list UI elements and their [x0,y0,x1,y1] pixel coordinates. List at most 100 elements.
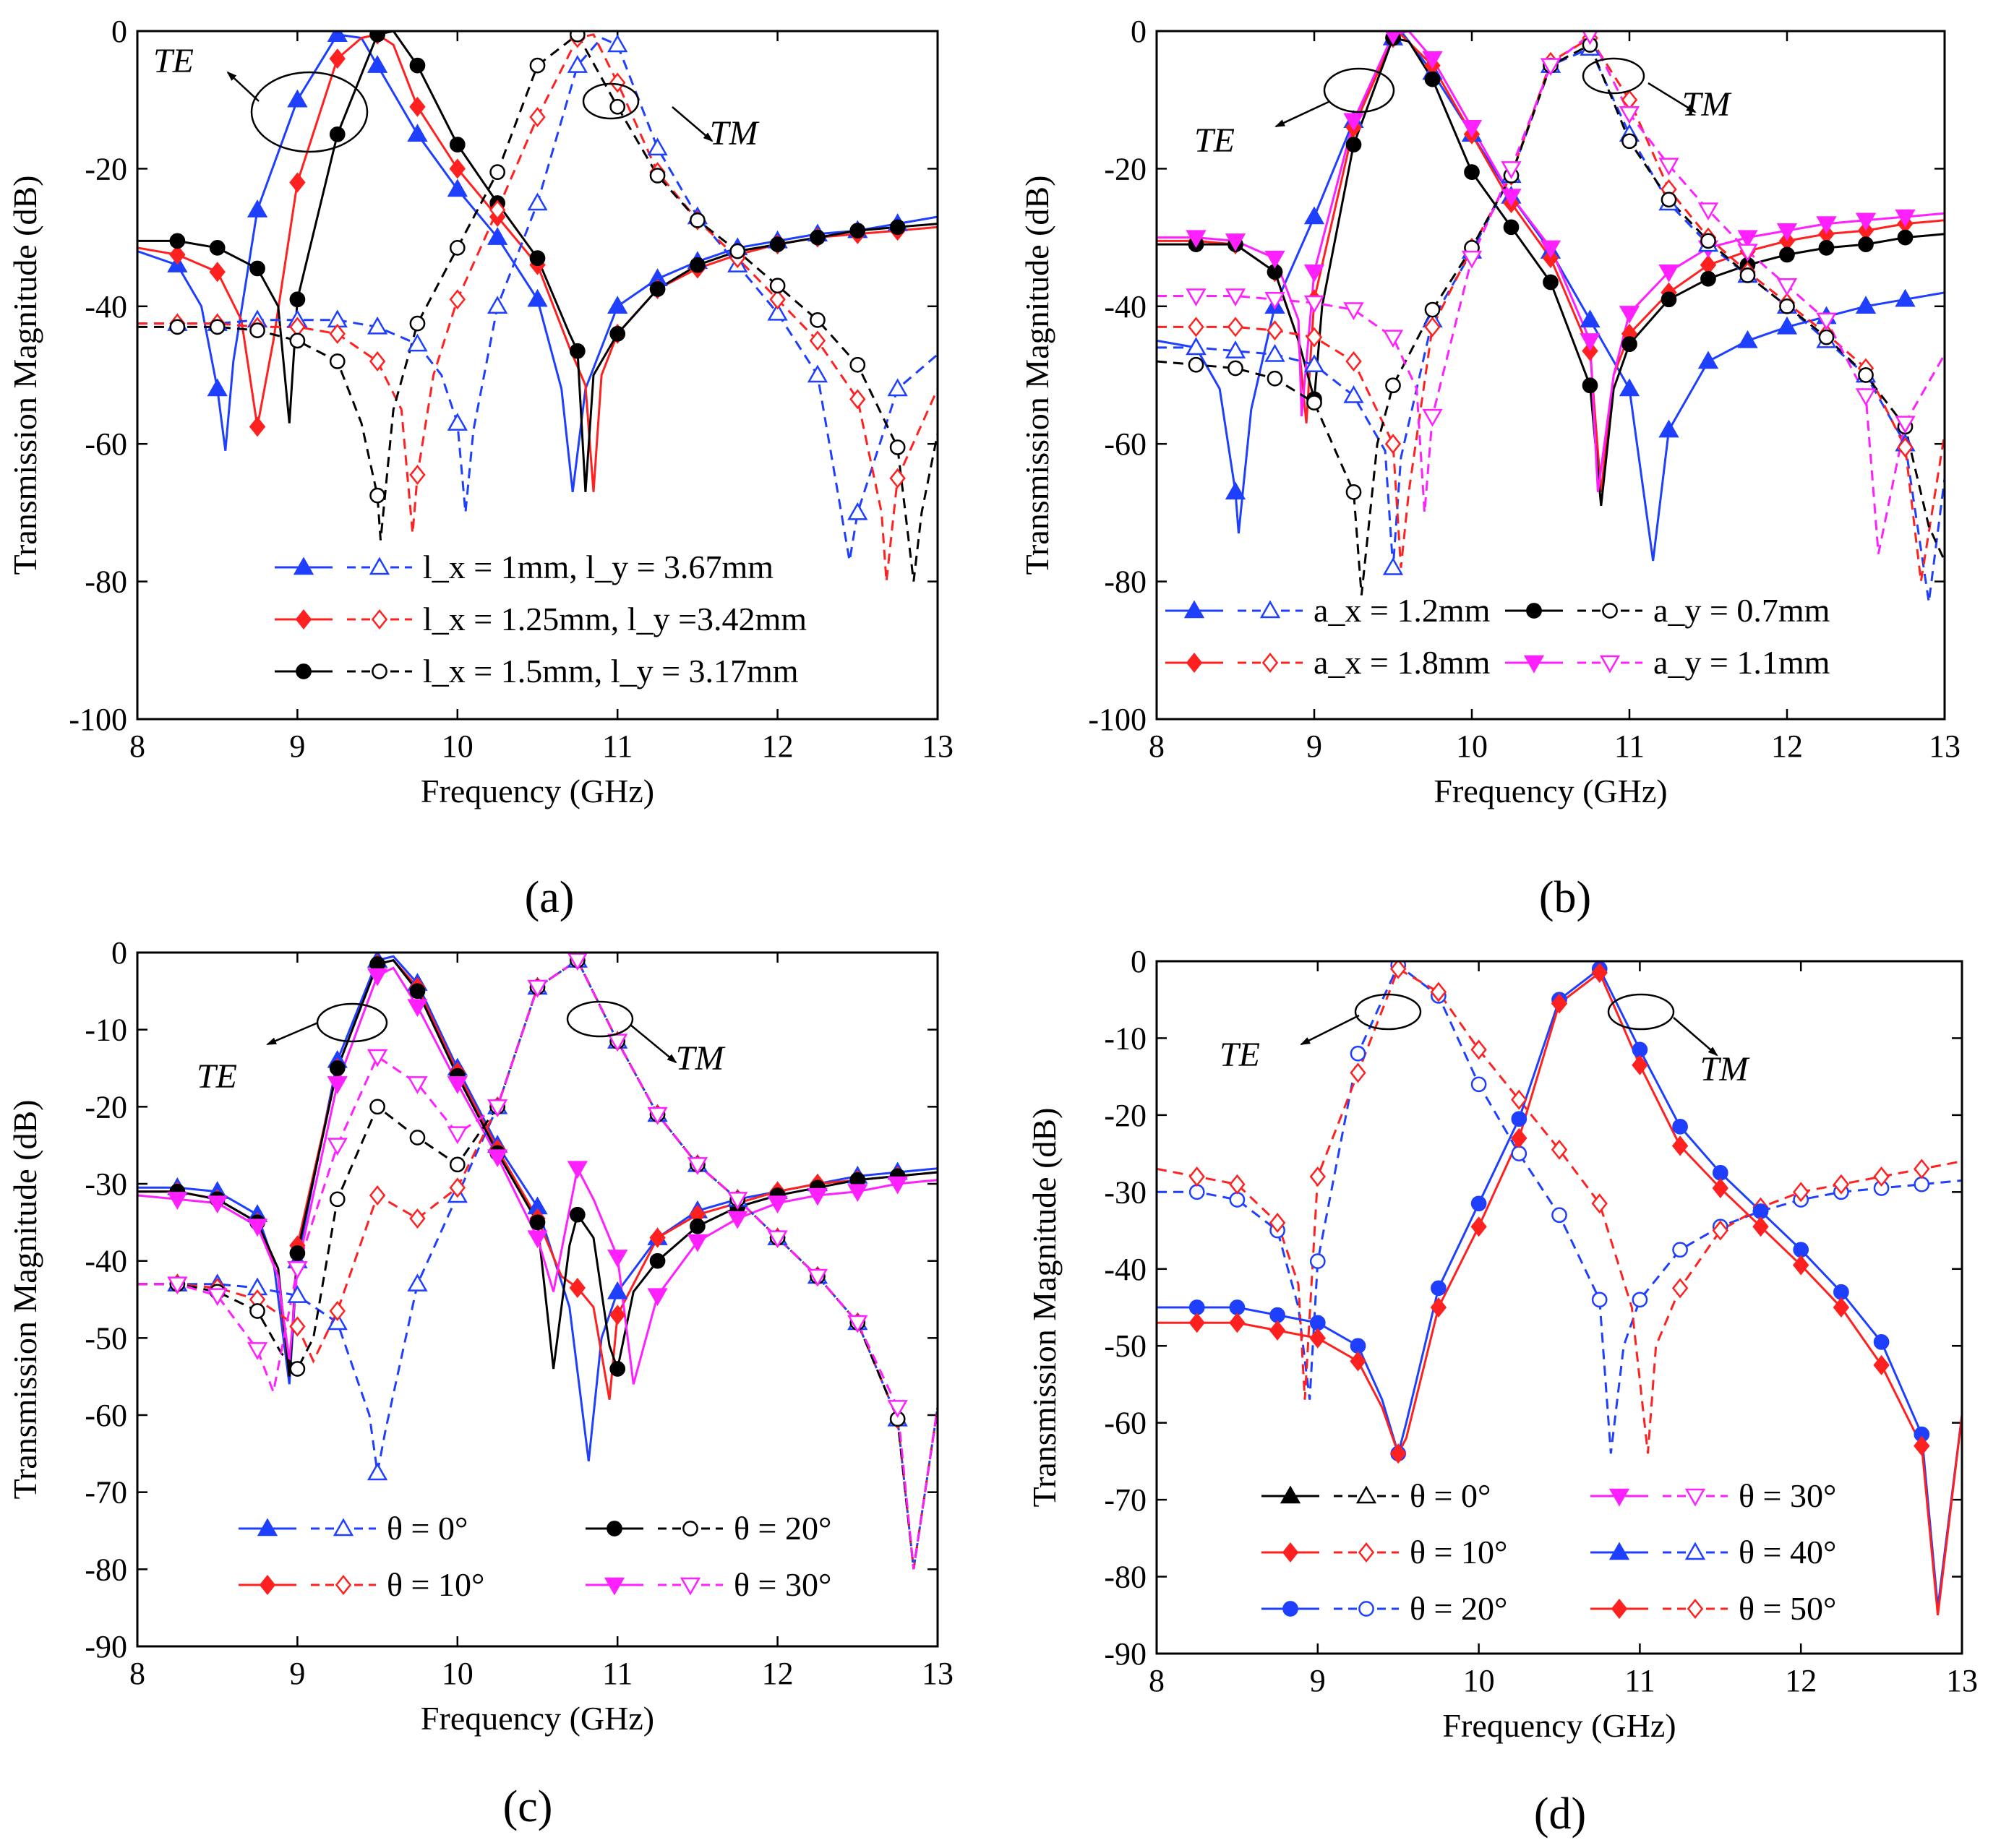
data-point [687,1157,708,1175]
data-point [1422,408,1443,427]
x-tick-label: 9 [289,1656,305,1691]
legend-label: θ = 10° [1410,1534,1507,1570]
data-point [1658,419,1679,438]
data-point [849,223,866,238]
legend-label: a_y = 0.7mm [1653,592,1830,629]
data-point [1737,330,1758,348]
data-point [1269,1320,1286,1341]
data-point [1712,1164,1728,1181]
data-point [249,260,265,277]
data-point [607,296,628,314]
data-point [1591,1292,1608,1308]
data-point [407,124,428,142]
data-point [1895,288,1916,307]
data-point [289,1361,306,1377]
data-point [1873,1334,1890,1350]
data-point [1621,336,1637,353]
data-point [1739,267,1756,283]
data-point [1873,1166,1890,1187]
series-markers-1 [169,953,906,1325]
data-point [1914,1159,1930,1179]
data-point [1269,1307,1285,1323]
data-point [1343,302,1364,321]
y-tick-label: -10 [1104,1020,1147,1056]
data-point [369,1185,386,1206]
y-tick-label: -90 [85,1629,127,1664]
data-point [1621,133,1637,150]
legend-marker-open [1358,1542,1375,1563]
data-point [1350,1045,1366,1062]
data-point [1697,202,1719,221]
data-point [649,1252,666,1269]
plot-frame [1155,960,1963,1655]
y-tick-label: -30 [85,1166,127,1202]
data-point [487,227,508,245]
tm-arrow [630,1024,677,1064]
data-point [1632,1292,1648,1308]
legend-label: l_x = 1.25mm, l_y =3.42mm [423,601,807,637]
data-point [1303,206,1325,225]
y-tick-label: -80 [1104,1560,1147,1595]
data-point [1345,484,1362,500]
data-point [207,1288,228,1307]
data-point [1897,437,1914,457]
legend-label: θ = 40° [1739,1534,1836,1570]
x-tick-label: 12 [1785,1663,1817,1698]
legend-marker-filled [1526,603,1542,619]
data-point [570,343,586,359]
legend-marker-open [680,1577,701,1596]
data-point [1384,434,1402,455]
data-point [607,1033,628,1052]
legend-marker-open [372,663,387,679]
series-markers-7 [1186,31,1916,434]
x-tick-label: 12 [762,729,794,764]
data-point [1833,1174,1850,1195]
data-point [1188,1184,1205,1200]
data-point [690,212,706,228]
legend: a_x = 1.2mm a_y = 0.7mm a_x = 1.8mm a_y = 1… [1165,592,1830,681]
data-point [810,229,826,246]
legend-label: a_y = 1.1mm [1653,644,1830,681]
x-tick-label: 11 [602,1656,633,1691]
legend-marker-filled [295,609,312,630]
data-point [169,233,186,249]
data-point [769,289,786,310]
data-point [889,439,906,455]
data-point [207,1195,228,1214]
data-point [767,1230,788,1249]
data-point [1501,189,1522,207]
data-point [407,1076,428,1094]
data-point [449,1156,466,1173]
series-markers-1 [169,31,906,437]
data-point [409,57,426,74]
legend-marker-open [1599,655,1621,674]
y-axis-label: Transmission Magnitude (dB) [7,176,43,575]
legend-marker-filled [1183,600,1205,619]
data-point [1501,161,1522,179]
data-point [1461,250,1483,269]
y-tick-label: -20 [85,1089,127,1125]
legend-marker-filled [1608,1542,1630,1560]
x-tick-label: 9 [1310,1663,1326,1698]
data-point [287,1285,308,1303]
x-tick-label: 8 [1149,1663,1165,1698]
data-point [1464,164,1480,181]
data-point [1309,1328,1327,1349]
data-point [1661,192,1677,208]
data-point [1267,370,1283,387]
data-point [1712,1178,1729,1199]
data-point [367,55,388,73]
data-point [607,1250,628,1268]
y-tick-label: -40 [1104,289,1147,325]
data-point [1309,1166,1327,1187]
tm-ellipse [566,1000,634,1038]
series-markers-3 [1188,962,1930,1464]
data-point [1833,1297,1850,1318]
data-point [367,1462,388,1481]
te-ellipse [1354,993,1422,1031]
data-point [169,244,186,265]
tm-ellipse [582,82,640,120]
data-point [209,319,226,335]
data-point [607,34,628,53]
x-tick-label: 8 [129,729,145,764]
